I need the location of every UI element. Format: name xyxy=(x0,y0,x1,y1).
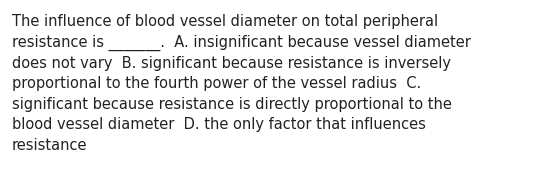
Text: The influence of blood vessel diameter on total peripheral
resistance is _______: The influence of blood vessel diameter o… xyxy=(12,14,471,153)
